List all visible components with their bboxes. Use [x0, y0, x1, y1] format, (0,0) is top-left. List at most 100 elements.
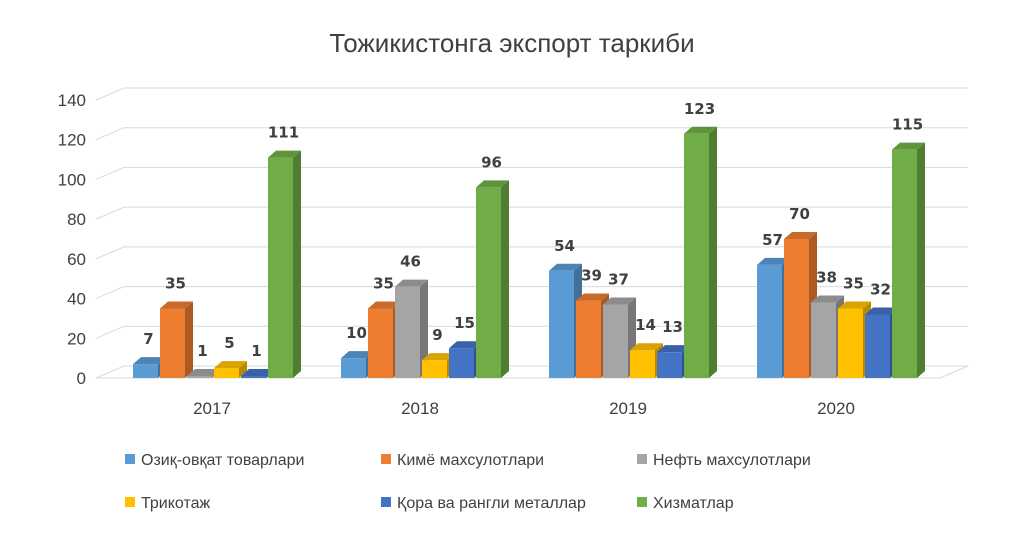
bar-front — [449, 348, 474, 378]
chart-title: Тожикистонга экспорт таркиби — [329, 28, 694, 58]
bar-front — [684, 133, 709, 378]
y-axis-ticks: 0 20 40 60 80 100 120 140 — [58, 91, 86, 388]
x-tick-label: 2018 — [401, 399, 439, 418]
bar-front — [892, 149, 917, 378]
bar-top — [341, 351, 374, 359]
bar-front — [603, 304, 628, 378]
data-label: 54 — [554, 237, 575, 255]
bar-side — [239, 361, 247, 378]
bar-front — [838, 308, 863, 378]
legend-label: Қора ва рангли металлар — [397, 495, 586, 512]
bar-side — [420, 279, 428, 378]
bar-top — [838, 301, 871, 309]
bar-front — [811, 302, 836, 378]
legend-entry: Нефть махсулотлари — [637, 452, 811, 469]
bar-top — [757, 257, 790, 265]
data-label: 96 — [481, 153, 502, 171]
bar-top — [476, 180, 509, 188]
bar-top — [187, 369, 220, 377]
bar-top — [684, 126, 717, 134]
gridline — [95, 246, 968, 260]
y-tick-label: 140 — [58, 91, 86, 110]
legend-entry: Озиқ-овқат товарлари — [125, 452, 304, 469]
bar — [892, 142, 925, 378]
bar-top — [241, 369, 274, 377]
bar-front — [784, 239, 809, 378]
bar-front — [422, 360, 447, 378]
y-tick-label: 100 — [58, 170, 86, 189]
bar-top — [368, 301, 401, 309]
data-label: 1 — [251, 342, 261, 360]
bar-top — [811, 295, 844, 303]
bar-front — [576, 300, 601, 378]
bar-front — [268, 157, 293, 378]
data-label: 5 — [224, 334, 234, 352]
data-label: 7 — [143, 330, 153, 348]
y-tick-label: 0 — [77, 369, 86, 388]
bar-top — [160, 301, 193, 309]
legend-swatch — [637, 497, 647, 507]
y-tick-label: 120 — [58, 131, 86, 150]
bars — [133, 126, 925, 378]
data-label: 57 — [762, 231, 783, 249]
bar-top — [784, 232, 817, 239]
legend-entry: Трикотаж — [125, 495, 210, 512]
bar-front — [657, 352, 682, 378]
data-label: 70 — [789, 205, 810, 223]
data-label: 1 — [197, 342, 207, 360]
bar-top — [449, 341, 482, 349]
bar-top — [630, 343, 663, 351]
bar-front — [133, 364, 158, 378]
bar-front — [241, 376, 266, 378]
gridline — [95, 166, 968, 180]
legend-entry: Кимё махсулотлари — [381, 452, 544, 469]
bar-side — [293, 150, 301, 378]
legend-swatch — [381, 497, 391, 507]
bar-side — [501, 180, 509, 378]
bar-front — [549, 270, 574, 378]
bar-front — [160, 308, 185, 378]
data-label: 15 — [454, 314, 475, 332]
legend-label: Трикотаж — [141, 495, 210, 512]
x-tick-label: 2019 — [609, 399, 647, 418]
legend-label: Озиқ-овқат товарлари — [141, 452, 304, 469]
data-label: 35 — [373, 275, 394, 293]
bar — [160, 301, 193, 378]
data-label: 38 — [816, 269, 837, 287]
bar-top — [268, 150, 301, 158]
bar-front — [630, 350, 655, 378]
bar — [395, 279, 428, 378]
bar-side — [917, 142, 925, 378]
data-label: 13 — [662, 318, 683, 336]
data-label: 123 — [684, 100, 715, 118]
legend-label: Кимё махсулотлари — [397, 452, 544, 469]
data-label: 14 — [635, 316, 656, 334]
x-axis-ticks: 2017 2018 2019 2020 — [193, 399, 855, 418]
gridlines — [95, 87, 969, 379]
floor-right-edge — [939, 365, 969, 379]
bar — [684, 126, 717, 378]
data-label: 9 — [432, 326, 442, 344]
legend-entry: Қора ва рангли металлар — [381, 495, 586, 512]
gridline — [95, 127, 968, 141]
bar-front — [476, 187, 501, 378]
data-label: 111 — [268, 124, 299, 142]
bar — [476, 180, 509, 378]
bar-top — [603, 297, 636, 305]
data-label: 10 — [346, 324, 367, 342]
bar-front — [214, 368, 239, 378]
data-label: 32 — [870, 280, 891, 298]
data-label: 39 — [581, 267, 602, 285]
legend-swatch — [637, 454, 647, 464]
y-tick-label: 40 — [67, 290, 86, 309]
legend-swatch — [381, 454, 391, 464]
gridline — [95, 206, 968, 220]
bar-top — [133, 357, 166, 365]
x-tick-label: 2020 — [817, 399, 855, 418]
x-tick-label: 2017 — [193, 399, 231, 418]
bar-top — [549, 263, 582, 271]
bar-top — [395, 279, 428, 287]
